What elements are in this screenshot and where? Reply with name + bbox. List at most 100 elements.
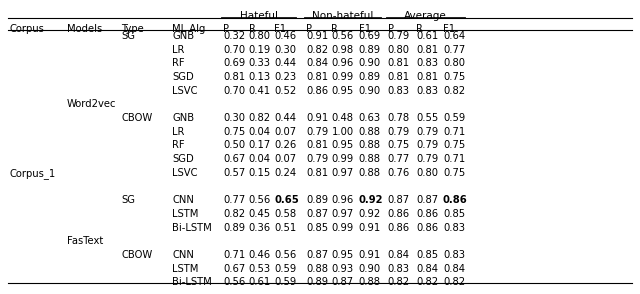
Text: LR: LR [172, 127, 184, 137]
Text: 0.82: 0.82 [443, 86, 465, 96]
Text: 0.19: 0.19 [248, 45, 271, 55]
Text: 0.44: 0.44 [274, 113, 296, 123]
Text: 0.89: 0.89 [223, 223, 245, 233]
Text: Type: Type [121, 24, 144, 34]
Text: 0.71: 0.71 [223, 250, 245, 260]
Text: 0.81: 0.81 [306, 141, 328, 151]
Text: Word2vec: Word2vec [67, 99, 116, 109]
Text: 0.86: 0.86 [416, 223, 438, 233]
Text: R: R [332, 24, 339, 34]
Text: Bi-LSTM: Bi-LSTM [172, 277, 212, 287]
Text: 0.81: 0.81 [306, 168, 328, 178]
Text: 0.92: 0.92 [359, 209, 381, 219]
Text: Corpus: Corpus [10, 24, 45, 34]
Text: 0.56: 0.56 [223, 277, 245, 287]
Text: P: P [388, 24, 394, 34]
Text: 0.04: 0.04 [248, 154, 271, 164]
Text: 0.59: 0.59 [443, 113, 465, 123]
Text: 0.13: 0.13 [248, 72, 271, 82]
Text: 0.87: 0.87 [306, 250, 328, 260]
Text: 0.26: 0.26 [274, 141, 296, 151]
Text: 0.48: 0.48 [332, 113, 353, 123]
Text: ML Alg: ML Alg [172, 24, 205, 34]
Text: 0.99: 0.99 [332, 72, 354, 82]
Text: 0.87: 0.87 [332, 277, 353, 287]
Text: 0.79: 0.79 [388, 31, 410, 41]
Text: 0.69: 0.69 [359, 31, 381, 41]
Text: 0.75: 0.75 [388, 141, 410, 151]
Text: 0.88: 0.88 [359, 141, 381, 151]
Text: CNN: CNN [172, 195, 194, 205]
Text: 0.15: 0.15 [248, 168, 271, 178]
Text: SGD: SGD [172, 154, 194, 164]
Text: 0.45: 0.45 [248, 209, 271, 219]
Text: 0.71: 0.71 [443, 154, 465, 164]
Text: 0.17: 0.17 [248, 141, 271, 151]
Text: 0.78: 0.78 [388, 113, 410, 123]
Text: 0.81: 0.81 [416, 45, 438, 55]
Text: 0.89: 0.89 [306, 277, 328, 287]
Text: 0.91: 0.91 [359, 250, 381, 260]
Text: 0.36: 0.36 [248, 223, 271, 233]
Text: 0.07: 0.07 [274, 154, 296, 164]
Text: 0.07: 0.07 [274, 127, 296, 137]
Text: 0.98: 0.98 [332, 45, 353, 55]
Text: 0.61: 0.61 [416, 31, 438, 41]
Text: 0.79: 0.79 [306, 127, 328, 137]
Text: 0.89: 0.89 [306, 195, 328, 205]
Text: 0.87: 0.87 [388, 195, 410, 205]
Text: 0.96: 0.96 [332, 195, 354, 205]
Text: 0.30: 0.30 [223, 113, 245, 123]
Text: 1.00: 1.00 [332, 127, 353, 137]
Text: SG: SG [121, 195, 135, 205]
Text: 0.58: 0.58 [274, 209, 296, 219]
Text: 0.97: 0.97 [332, 209, 354, 219]
Text: 0.70: 0.70 [223, 86, 245, 96]
Text: 0.83: 0.83 [443, 250, 465, 260]
Text: 0.88: 0.88 [359, 127, 381, 137]
Text: 0.83: 0.83 [388, 86, 410, 96]
Text: 0.80: 0.80 [248, 31, 271, 41]
Text: RF: RF [172, 58, 185, 68]
Text: 0.65: 0.65 [274, 195, 299, 205]
Text: 0.87: 0.87 [306, 209, 328, 219]
Text: 0.81: 0.81 [416, 72, 438, 82]
Text: 0.91: 0.91 [306, 113, 328, 123]
Text: 0.84: 0.84 [306, 58, 328, 68]
Text: 0.61: 0.61 [248, 277, 271, 287]
Text: 0.84: 0.84 [388, 250, 410, 260]
Text: 0.80: 0.80 [416, 168, 438, 178]
Text: Models: Models [67, 24, 102, 34]
Text: 0.86: 0.86 [306, 86, 328, 96]
Text: LSVC: LSVC [172, 86, 198, 96]
Text: Average: Average [404, 11, 447, 21]
Text: 0.56: 0.56 [332, 31, 354, 41]
Text: Hateful: Hateful [239, 11, 278, 21]
Text: 0.70: 0.70 [223, 45, 245, 55]
Text: 0.44: 0.44 [274, 58, 296, 68]
Text: 0.85: 0.85 [443, 209, 465, 219]
Text: 0.59: 0.59 [274, 277, 296, 287]
Text: 0.90: 0.90 [359, 58, 381, 68]
Text: RF: RF [172, 141, 185, 151]
Text: 0.89: 0.89 [359, 72, 381, 82]
Text: F1: F1 [443, 24, 455, 34]
Text: 0.82: 0.82 [416, 277, 438, 287]
Text: 0.75: 0.75 [443, 72, 465, 82]
Text: 0.81: 0.81 [388, 58, 410, 68]
Text: SGD: SGD [172, 72, 194, 82]
Text: 0.84: 0.84 [443, 264, 465, 274]
Text: 0.86: 0.86 [388, 209, 410, 219]
Text: Corpus_1: Corpus_1 [10, 168, 56, 179]
Text: 0.67: 0.67 [223, 264, 245, 274]
Text: 0.57: 0.57 [223, 168, 245, 178]
Text: 0.95: 0.95 [332, 250, 354, 260]
Text: 0.99: 0.99 [332, 223, 354, 233]
Text: 0.82: 0.82 [443, 277, 465, 287]
Text: 0.99: 0.99 [332, 154, 354, 164]
Text: 0.79: 0.79 [416, 154, 438, 164]
Text: 0.52: 0.52 [274, 86, 296, 96]
Text: 0.71: 0.71 [443, 127, 465, 137]
Text: 0.95: 0.95 [332, 86, 354, 96]
Text: F1: F1 [359, 24, 371, 34]
